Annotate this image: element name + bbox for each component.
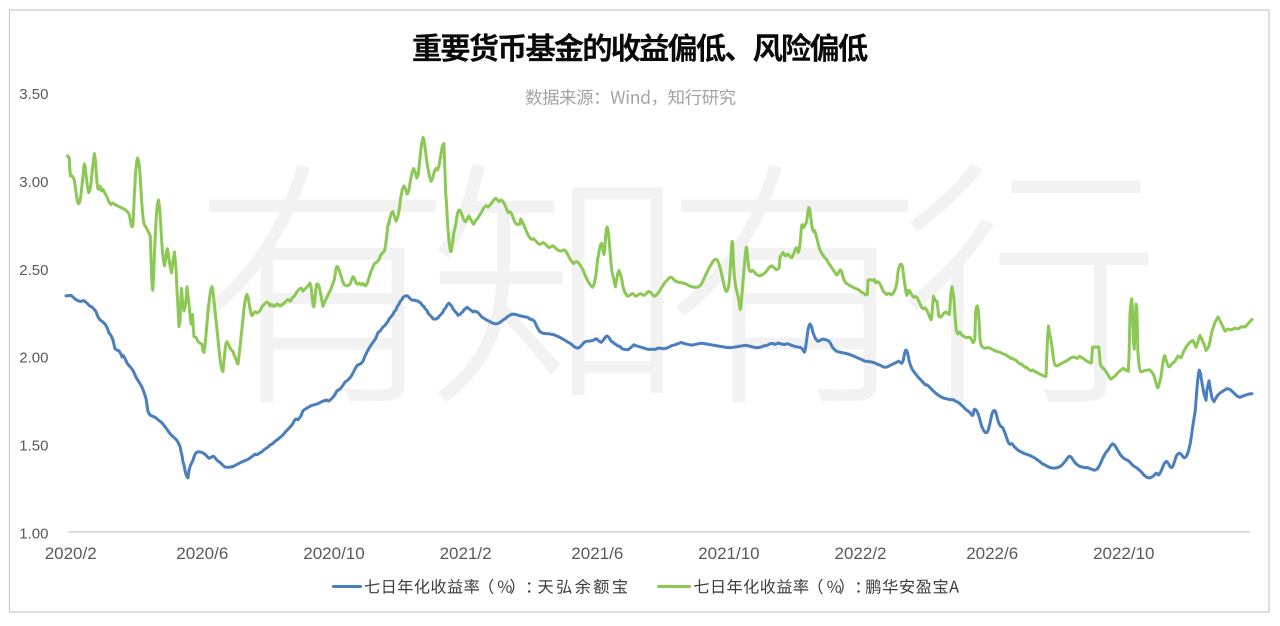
svg-text:2022/10: 2022/10 — [1093, 544, 1154, 563]
svg-text:2020/2: 2020/2 — [45, 544, 97, 563]
svg-text:2021/2: 2021/2 — [440, 544, 492, 563]
svg-text:2021/6: 2021/6 — [571, 544, 623, 563]
svg-text:2022/6: 2022/6 — [966, 544, 1018, 563]
svg-text:1.50: 1.50 — [19, 438, 48, 455]
svg-text:1.00: 1.00 — [19, 525, 48, 542]
svg-text:2020/6: 2020/6 — [176, 544, 228, 563]
svg-text:3.50: 3.50 — [19, 86, 48, 103]
svg-text:3.00: 3.00 — [19, 174, 48, 191]
svg-text:2.50: 2.50 — [19, 262, 48, 279]
svg-text:2021/10: 2021/10 — [698, 544, 759, 563]
svg-text:2020/10: 2020/10 — [303, 544, 364, 563]
svg-text:2.00: 2.00 — [19, 350, 48, 367]
svg-text:2022/2: 2022/2 — [835, 544, 887, 563]
